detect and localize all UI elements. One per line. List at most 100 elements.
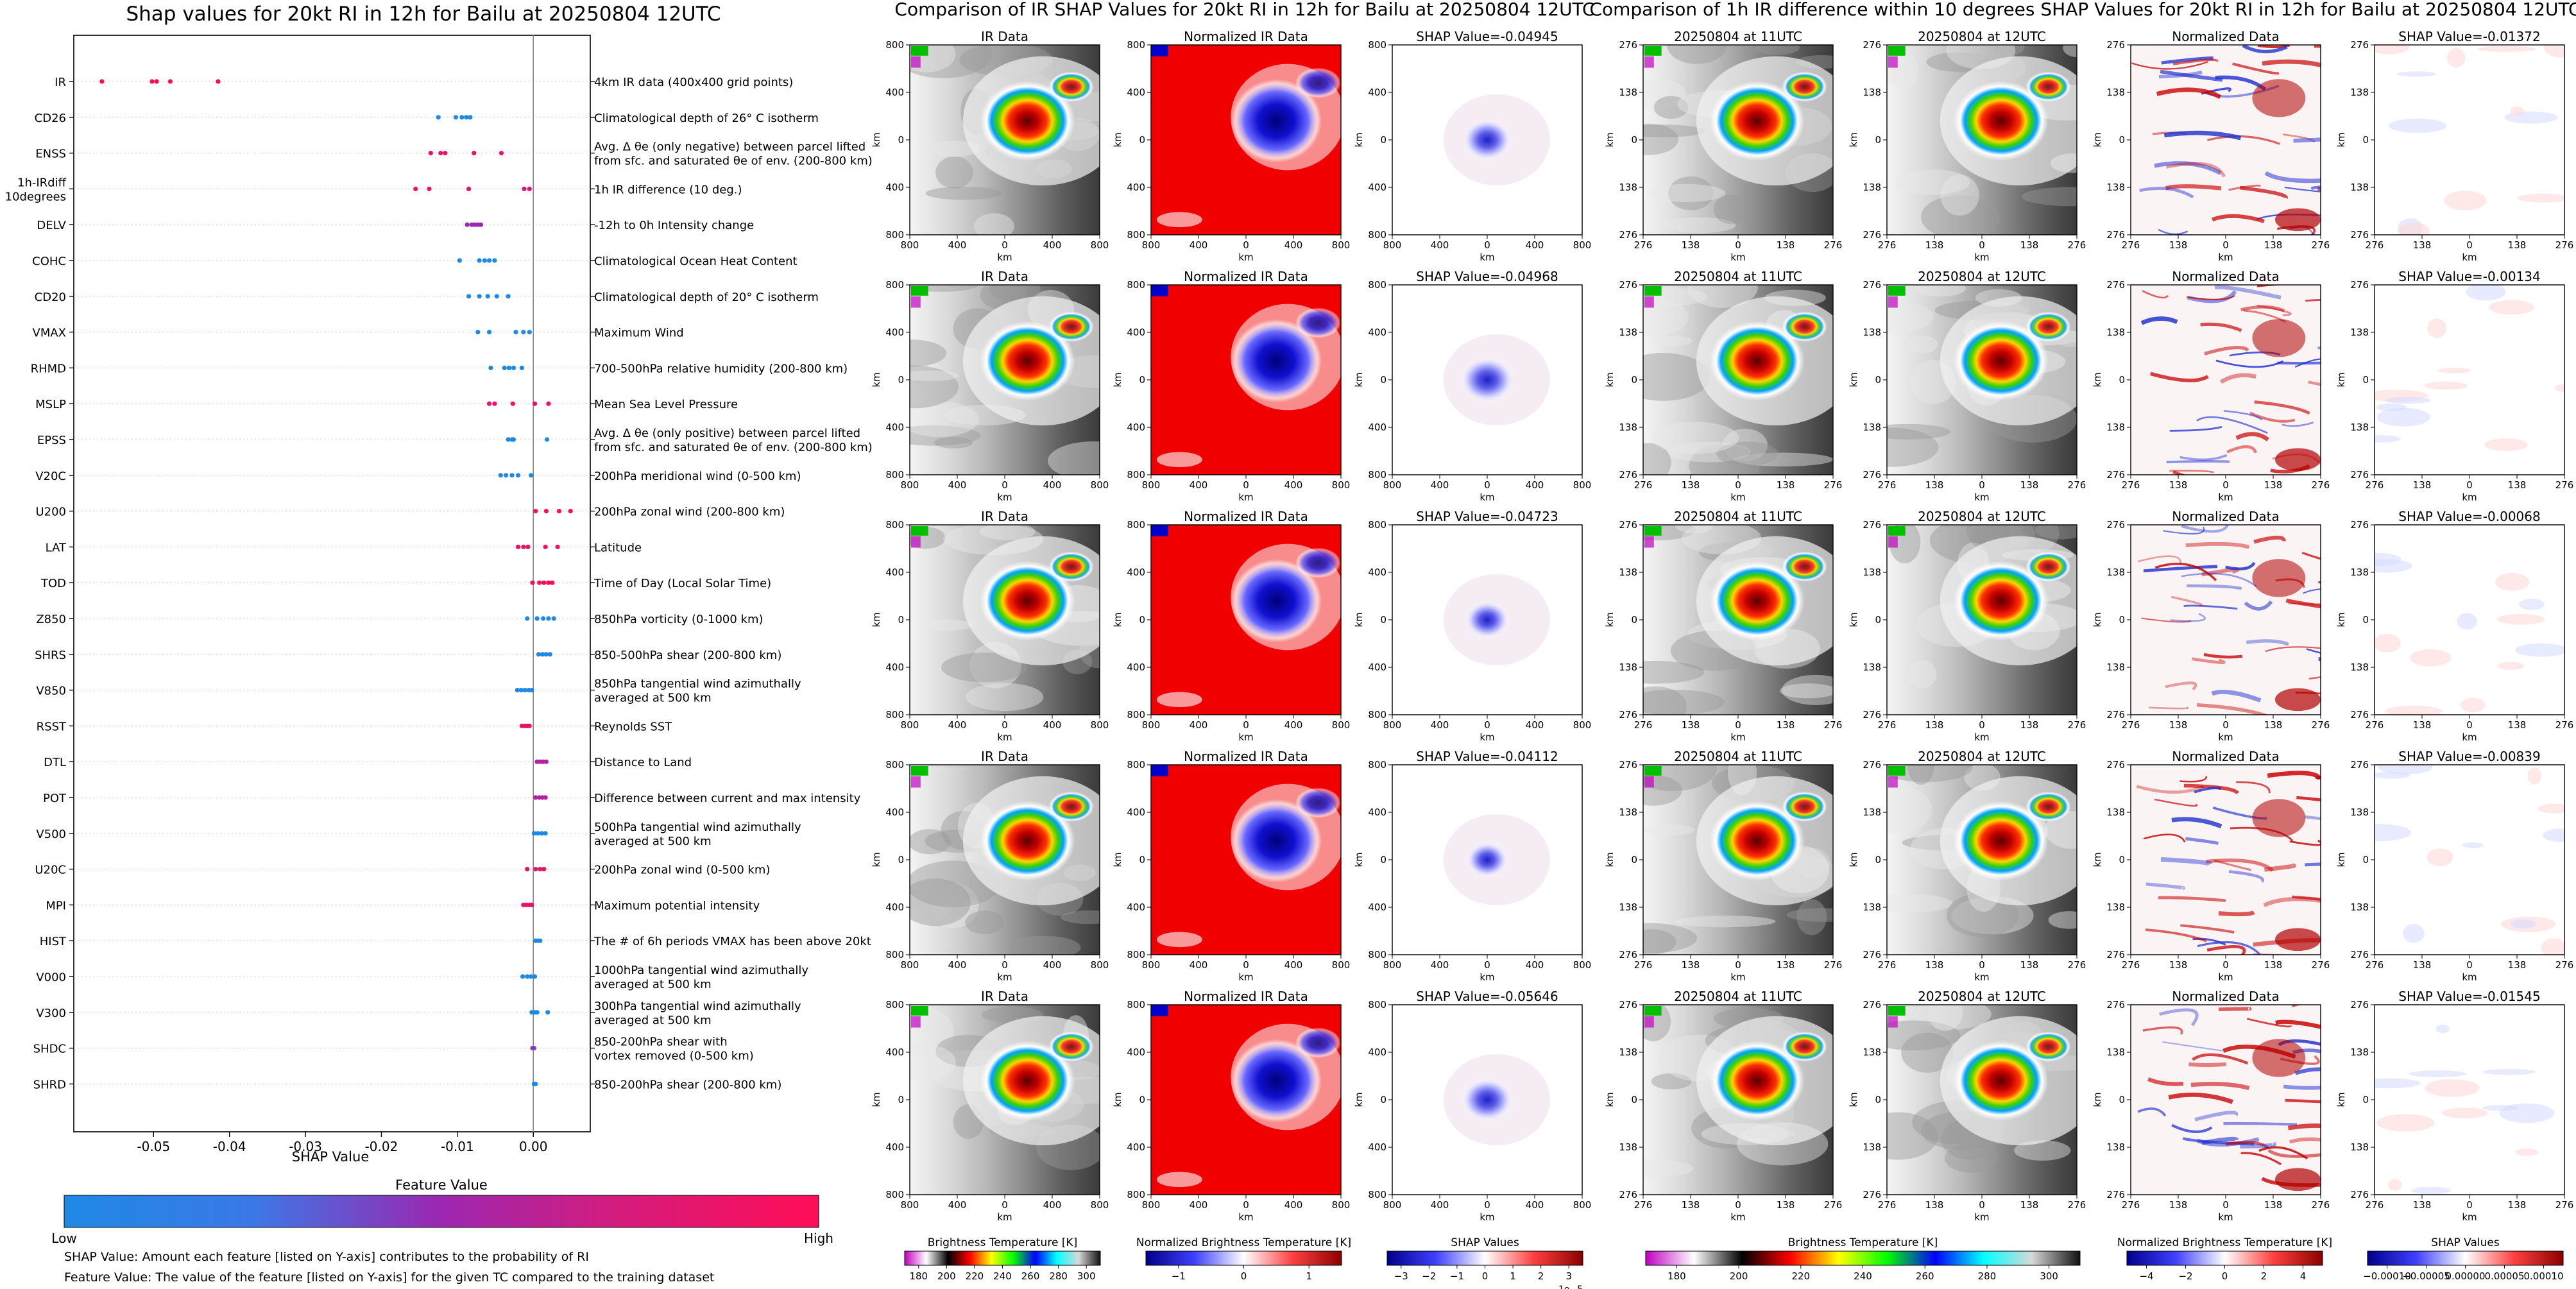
x-tick-label: 0	[1243, 239, 1249, 251]
x-tick-label: 400	[1526, 1199, 1544, 1211]
y-axis-label: km	[1112, 852, 1123, 867]
x-tick-label: 276	[1634, 719, 1653, 731]
colorbar-tick-label: 2	[1538, 1270, 1544, 1282]
y-tick-label: 400	[1368, 422, 1386, 433]
x-tick-label: 0	[1243, 719, 1249, 731]
y-tick-label: 138	[1863, 901, 1881, 913]
diff-subplot-title: SHAP Value=-0.01372	[2398, 29, 2540, 44]
shap-point	[466, 294, 472, 299]
x-tick-label: 800	[1332, 959, 1351, 971]
y-tick-label: 0	[1875, 1094, 1881, 1105]
x-tick-label: 400	[1043, 239, 1062, 251]
y-axis-label: km	[1112, 372, 1123, 387]
x-tick-label: 276	[2068, 239, 2086, 251]
colorbar-tick-label: −1	[1172, 1270, 1186, 1282]
x-tick-label: 0	[1002, 719, 1008, 731]
x-tick-label: 0	[1484, 1199, 1490, 1211]
x-tick-label: 138	[2264, 479, 2283, 491]
y-tick-label: 276	[2350, 279, 2369, 291]
y-tick-label: 138	[2350, 901, 2369, 913]
x-tick-label: 800	[1573, 239, 1592, 251]
shap-point	[540, 652, 545, 657]
feature-description-22: 200hPa zonal wind (0-500 km)	[594, 864, 771, 877]
x-axis-label: km	[1238, 1211, 1253, 1223]
y-tick-label: 0	[1631, 614, 1637, 626]
ir-shap-map-r4	[1392, 1005, 1582, 1195]
x-tick-label: 276	[2068, 479, 2086, 491]
x-tick-label: 0	[1002, 239, 1008, 251]
y-tick-label: 276	[1863, 1189, 1881, 1200]
shap-plot-frame	[73, 35, 591, 1132]
y-tick-label: 276	[1863, 469, 1881, 481]
x-tick-label: 0	[1484, 479, 1490, 491]
colorbar-low-label: Low	[51, 1231, 76, 1246]
feature-description-12: 200hPa zonal wind (200-800 km)	[594, 506, 785, 519]
shap-point	[531, 1046, 536, 1051]
x-axis-label: km	[1730, 971, 1745, 983]
y-tick-label: 400	[1127, 567, 1145, 578]
y-tick-label: 276	[1863, 39, 1881, 51]
feature-description-24: The # of 6h periods VMAX has been above …	[593, 935, 871, 948]
x-tick-label: 800	[1332, 239, 1351, 251]
ir-shap-colorbar-label: SHAP Values	[1451, 1236, 1519, 1249]
diff-subplot-title: Normalized Data	[2172, 749, 2280, 764]
feature-description-20: Difference between current and max inten…	[594, 792, 861, 805]
y-tick-label: 800	[1127, 759, 1145, 771]
feature-name-28: SHRD	[33, 1078, 66, 1091]
x-tick-label: 400	[1190, 959, 1208, 971]
x-tick-label: 276	[2555, 479, 2574, 491]
y-tick-label: 400	[1127, 1046, 1145, 1058]
shap-point	[546, 616, 551, 621]
y-tick-label: 276	[2106, 1189, 2125, 1200]
x-tick-label: 276	[2068, 1199, 2086, 1211]
x-tick-label: 138	[2020, 479, 2039, 491]
y-tick-label: 400	[885, 662, 904, 673]
normalized-ir-image-r0	[1151, 45, 1341, 235]
y-tick-label: 138	[2350, 662, 2369, 673]
shap-point	[486, 401, 492, 406]
y-tick-label: 0	[898, 1094, 904, 1105]
feature-value-colorbar	[64, 1195, 819, 1228]
x-axis-label: km	[1730, 252, 1745, 263]
x-tick-label: 138	[1682, 719, 1700, 731]
ir-shap-map-r3	[1392, 765, 1582, 955]
y-tick-label: 0	[1875, 614, 1881, 626]
y-axis-label: km	[2335, 132, 2347, 147]
x-tick-label: 276	[2312, 1199, 2330, 1211]
colorbar-tick-label: 240	[1854, 1270, 1872, 1282]
shap-point	[216, 79, 221, 84]
x-axis-label: km	[1238, 491, 1253, 503]
diff-ir-image-r4-c1	[1887, 1005, 2077, 1195]
x-tick-label: 400	[1431, 1199, 1449, 1211]
shap-point	[510, 401, 515, 406]
colorbar-tick-label: −3	[1394, 1270, 1408, 1282]
ir-shap-map-r0	[1392, 45, 1582, 235]
feature-description-23: Maximum potential intensity	[594, 899, 760, 912]
y-axis-label: km	[1353, 852, 1365, 867]
y-tick-label: 400	[885, 182, 904, 193]
feature-description-18: Reynolds SST	[594, 720, 672, 733]
x-axis-label: km	[2218, 1211, 2233, 1223]
ir-subplot-title: IR Data	[981, 749, 1028, 764]
colorbar-tick-label: 1	[1306, 1270, 1312, 1282]
x-tick-label: 0	[2222, 239, 2229, 251]
y-axis-label: km	[1353, 372, 1365, 387]
y-tick-label: 276	[1619, 759, 1637, 771]
x-tick-label: 400	[1526, 479, 1544, 491]
x-tick-label: 276	[2555, 239, 2574, 251]
x-tick-label: 276	[2312, 479, 2330, 491]
x-tick-label: 800	[1383, 959, 1402, 971]
y-tick-label: 276	[1863, 949, 1881, 960]
y-tick-label: 0	[1875, 854, 1881, 866]
x-tick-label: 138	[1777, 1199, 1795, 1211]
shap-point	[551, 616, 556, 621]
x-axis-label: km	[997, 971, 1012, 983]
y-tick-label: 276	[2106, 229, 2125, 241]
feature-name-6: CD20	[35, 291, 66, 304]
colorbar-tick-label: 300	[2040, 1270, 2058, 1282]
ir-subplot-title: SHAP Value=-0.04723	[1416, 509, 1558, 524]
diff-shap-map-r3	[2375, 765, 2564, 955]
y-axis-label: km	[2092, 372, 2103, 387]
x-tick-label: 0	[2466, 1199, 2473, 1211]
x-tick-label: 400	[948, 1199, 967, 1211]
